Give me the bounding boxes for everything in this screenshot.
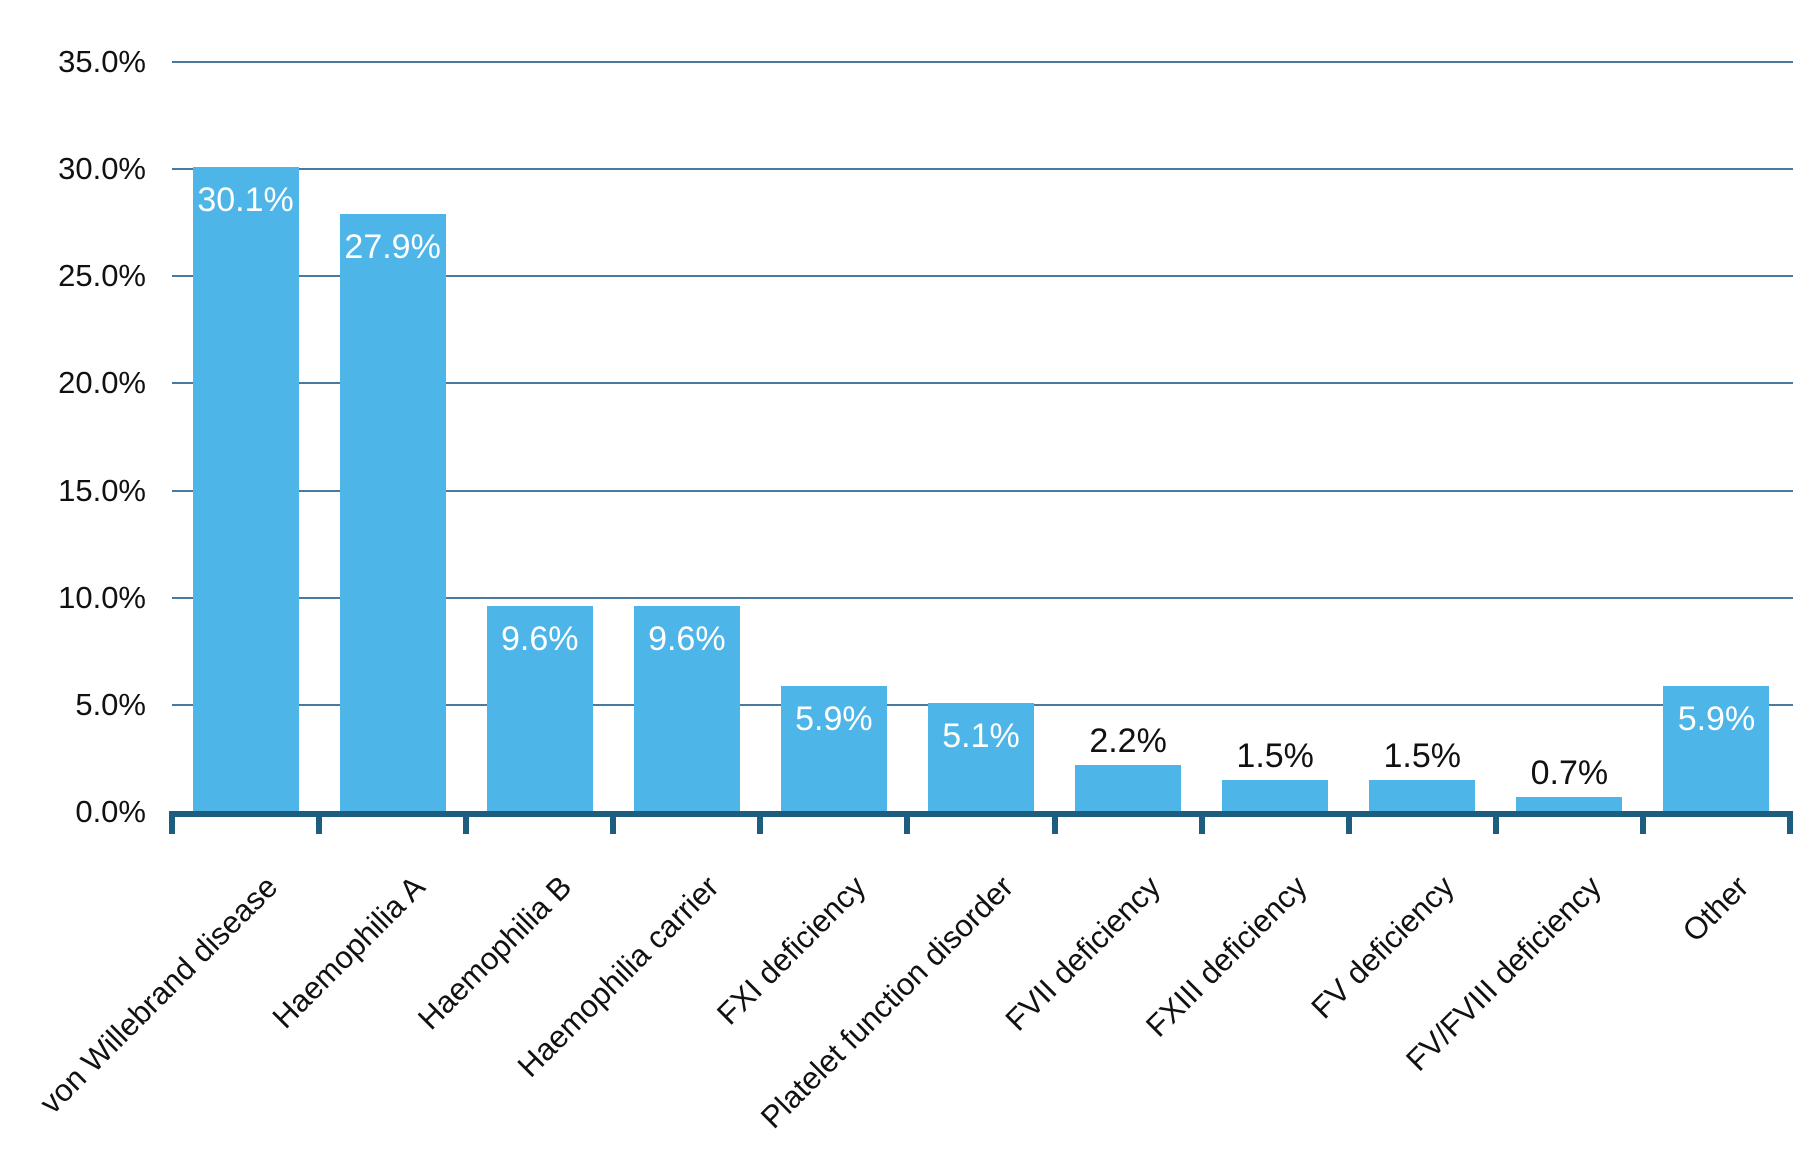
y-axis-tick-label: 25.0% [58, 258, 146, 294]
x-axis-category-label: Platelet function disorder [753, 869, 1020, 1136]
bar: 5.9% [780, 685, 887, 812]
plot-gridline [172, 596, 1793, 599]
x-axis-tick [1639, 811, 1646, 834]
bar-value-label: 1.5% [1383, 736, 1462, 775]
x-axis-tick [1051, 811, 1058, 834]
bar [1075, 764, 1182, 812]
x-axis-category-label: Haemophilia A [265, 869, 432, 1036]
x-axis-tick [1198, 811, 1205, 834]
x-axis-category-label: FXI deficiency [710, 869, 873, 1032]
y-axis-tick-label: 20.0% [58, 365, 146, 401]
x-axis-tick [169, 811, 175, 834]
x-axis-line [169, 811, 1793, 817]
bar: 5.1% [927, 702, 1034, 812]
x-axis-category-label: Other [1675, 869, 1756, 949]
x-axis-category-label: FV deficiency [1304, 869, 1462, 1026]
x-axis-tick [610, 811, 617, 834]
bar-value-label: 0.7% [1530, 754, 1609, 792]
x-axis-tick [1786, 811, 1793, 834]
bar-value-label: 5.1% [942, 716, 1020, 755]
y-axis-tick-label: 35.0% [58, 44, 146, 79]
y-axis-tick-label: 10.0% [58, 579, 146, 615]
y-axis-tick-label: 5.0% [75, 686, 146, 722]
x-axis-tick [904, 811, 911, 834]
bar: 30.1% [192, 167, 299, 812]
x-axis-category-label: Haemophilia B [411, 869, 579, 1037]
x-axis-category-label: FVII deficiency [998, 869, 1167, 1038]
bar-value-label: 1.5% [1236, 736, 1314, 775]
x-axis-tick [316, 811, 323, 834]
plot-gridline [172, 168, 1793, 171]
bar [1369, 779, 1476, 812]
x-axis-tick [463, 811, 470, 834]
bar-value-label: 5.9% [1677, 699, 1756, 738]
x-axis-category-label: von Willebrand disease [32, 869, 285, 1121]
plot-gridline [172, 382, 1793, 385]
x-axis-tick [757, 811, 764, 834]
y-axis-tick-label: 15.0% [58, 472, 146, 508]
plot-gridline [172, 61, 1793, 63]
bar [1516, 797, 1623, 812]
bar: 9.6% [486, 606, 593, 812]
bar-value-label: 9.6% [500, 620, 579, 659]
plot-gridline [172, 275, 1793, 278]
bar-value-label: 5.9% [795, 699, 873, 738]
bar-value-label: 30.1% [197, 181, 294, 219]
bar-value-label: 9.6% [648, 620, 726, 659]
bar-value-label: 2.2% [1089, 721, 1167, 760]
bar-value-label: 27.9% [344, 228, 441, 267]
x-axis-tick [1492, 811, 1499, 834]
y-axis-tick-label: 30.0% [58, 151, 146, 187]
y-axis-tick-label: 0.0% [75, 794, 146, 830]
bar: 27.9% [339, 214, 446, 812]
x-axis-tick [1345, 811, 1352, 834]
bar: 9.6% [633, 606, 740, 812]
bar [1222, 779, 1329, 812]
bar: 5.9% [1663, 685, 1770, 812]
plot-gridline [172, 489, 1793, 492]
